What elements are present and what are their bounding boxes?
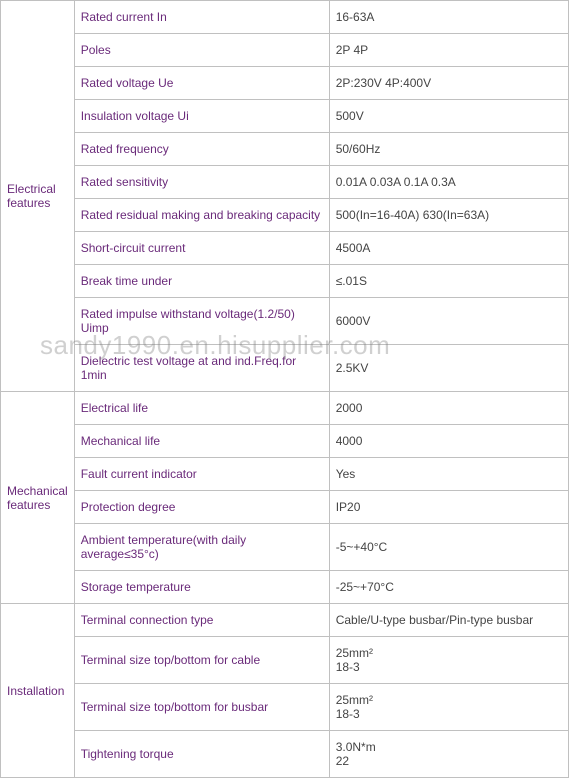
value-cell: 16-63A: [329, 1, 568, 34]
table-row: Tightening torque3.0N*m22: [1, 731, 569, 778]
table-row: Mechanical featuresElectrical life2000: [1, 392, 569, 425]
table-row: Rated frequency50/60Hz: [1, 133, 569, 166]
value-cell: 4000: [329, 425, 568, 458]
param-cell: Rated frequency: [74, 133, 329, 166]
table-row: Fault current indicatorYes: [1, 458, 569, 491]
table-row: Break time under≤.01S: [1, 265, 569, 298]
table-row: Ambient temperature(with daily average≤3…: [1, 524, 569, 571]
value-cell: 2P 4P: [329, 34, 568, 67]
table-row: InstallationTerminal connection typeCabl…: [1, 604, 569, 637]
table-row: Short-circuit current4500A: [1, 232, 569, 265]
param-cell: Storage temperature: [74, 571, 329, 604]
table-row: Terminal size top/bottom for busbar25mm²…: [1, 684, 569, 731]
table-row: Rated impulse withstand voltage(1.2/50) …: [1, 298, 569, 345]
value-cell: Yes: [329, 458, 568, 491]
param-cell: Mechanical life: [74, 425, 329, 458]
param-cell: Terminal size top/bottom for busbar: [74, 684, 329, 731]
table-row: Terminal size top/bottom for cable25mm²1…: [1, 637, 569, 684]
group-cell: Electrical features: [1, 1, 75, 392]
value-cell: 500V: [329, 100, 568, 133]
table-row: Poles2P 4P: [1, 34, 569, 67]
value-cell: 0.01A 0.03A 0.1A 0.3A: [329, 166, 568, 199]
param-cell: Rated impulse withstand voltage(1.2/50) …: [74, 298, 329, 345]
param-cell: Rated residual making and breaking capac…: [74, 199, 329, 232]
table-row: Insulation voltage Ui500V: [1, 100, 569, 133]
group-cell: Mechanical features: [1, 392, 75, 604]
value-cell: 4500A: [329, 232, 568, 265]
spec-table: Electrical featuresRated current In16-63…: [0, 0, 569, 778]
param-cell: Fault current indicator: [74, 458, 329, 491]
param-cell: Tightening torque: [74, 731, 329, 778]
value-cell: -25~+70°C: [329, 571, 568, 604]
value-cell: 6000V: [329, 298, 568, 345]
table-row: Protection degreeIP20: [1, 491, 569, 524]
param-cell: Short-circuit current: [74, 232, 329, 265]
value-cell: 2000: [329, 392, 568, 425]
param-cell: Break time under: [74, 265, 329, 298]
value-cell: 3.0N*m22: [329, 731, 568, 778]
param-cell: Insulation voltage Ui: [74, 100, 329, 133]
param-cell: Electrical life: [74, 392, 329, 425]
value-cell: ≤.01S: [329, 265, 568, 298]
spec-table-body: Electrical featuresRated current In16-63…: [1, 1, 569, 778]
table-row: Storage temperature-25~+70°C: [1, 571, 569, 604]
value-cell: 25mm²18-3: [329, 637, 568, 684]
table-row: Mechanical life4000: [1, 425, 569, 458]
param-cell: Poles: [74, 34, 329, 67]
param-cell: Terminal connection type: [74, 604, 329, 637]
param-cell: Terminal size top/bottom for cable: [74, 637, 329, 684]
value-cell: 25mm²18-3: [329, 684, 568, 731]
value-cell: 2.5KV: [329, 345, 568, 392]
value-cell: -5~+40°C: [329, 524, 568, 571]
group-cell: Installation: [1, 604, 75, 778]
value-cell: 50/60Hz: [329, 133, 568, 166]
value-cell: Cable/U-type busbar/Pin-type busbar: [329, 604, 568, 637]
value-cell: 500(In=16-40A) 630(In=63A): [329, 199, 568, 232]
table-row: Rated voltage Ue2P:230V 4P:400V: [1, 67, 569, 100]
param-cell: Ambient temperature(with daily average≤3…: [74, 524, 329, 571]
value-cell: 2P:230V 4P:400V: [329, 67, 568, 100]
table-row: Rated residual making and breaking capac…: [1, 199, 569, 232]
table-row: Rated sensitivity0.01A 0.03A 0.1A 0.3A: [1, 166, 569, 199]
param-cell: Rated current In: [74, 1, 329, 34]
table-row: Electrical featuresRated current In16-63…: [1, 1, 569, 34]
param-cell: Protection degree: [74, 491, 329, 524]
param-cell: Rated sensitivity: [74, 166, 329, 199]
param-cell: Rated voltage Ue: [74, 67, 329, 100]
table-row: Dielectric test voltage at and ind.Freq.…: [1, 345, 569, 392]
value-cell: IP20: [329, 491, 568, 524]
param-cell: Dielectric test voltage at and ind.Freq.…: [74, 345, 329, 392]
